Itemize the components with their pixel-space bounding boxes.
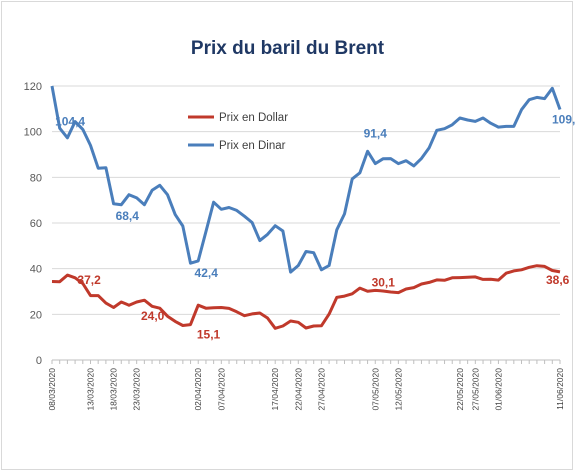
x-tick-label: 22/05/2020	[455, 368, 465, 411]
chart-title: Prix du baril du Brent	[190, 38, 385, 59]
x-tick-label: 01/06/2020	[493, 368, 503, 411]
x-tick-label: 08/03/2020	[47, 368, 57, 411]
legend-label: Prix en Dollar	[219, 112, 288, 124]
series-line	[50, 85, 562, 274]
y-tick-label: 80	[30, 172, 42, 184]
legend-label: Prix en Dinar	[219, 140, 286, 152]
y-tick-label: 0	[36, 355, 42, 367]
gridlines	[52, 85, 560, 361]
y-axis-ticks: 0 20 40 60 80 100 120	[24, 81, 42, 367]
x-tick-label: 02/04/2020	[193, 368, 203, 411]
data-label: 24,0	[141, 309, 165, 323]
y-tick-label: 100	[24, 127, 42, 139]
x-tick-label: 17/04/2020	[270, 368, 280, 411]
x-tick-label: 12/05/2020	[393, 368, 403, 411]
data-label: 104,4	[55, 115, 85, 129]
x-tick-label: 13/03/2020	[85, 368, 95, 411]
data-label: 37,2	[77, 273, 101, 287]
x-tick-label: 11/06/2020	[555, 368, 565, 410]
data-label: 109,7	[552, 113, 575, 127]
data-label: 42,4	[195, 266, 219, 280]
data-label: 30,1	[372, 275, 396, 289]
x-axis-ticks: 08/03/2020 13/03/2020 18/03/2020 23/03/2020…	[47, 360, 565, 411]
y-tick-label: 120	[24, 81, 42, 93]
x-tick-label: 23/03/2020	[132, 368, 142, 411]
series-line	[51, 264, 561, 330]
data-label: 38,6	[546, 273, 570, 287]
data-label: 15,1	[197, 328, 221, 342]
x-tick-label: 27/05/2020	[470, 368, 480, 411]
x-tick-label: 22/04/2020	[293, 368, 303, 411]
legend: Prix en Dollar Prix en Dinar	[188, 112, 288, 152]
x-tick-label: 27/04/2020	[316, 368, 326, 411]
data-labels: 37,2 24,0 15,1 30,1 38,6 104,4 68,4 42,4 91,4 109…	[55, 113, 575, 342]
data-label: 68,4	[116, 209, 140, 223]
x-tick-label: 07/04/2020	[216, 368, 226, 411]
data-label: 91,4	[364, 126, 388, 140]
series-lines	[50, 85, 562, 330]
y-tick-label: 60	[30, 218, 42, 230]
y-tick-label: 40	[30, 264, 42, 276]
x-tick-label: 18/03/2020	[109, 368, 119, 411]
y-tick-label: 20	[30, 309, 42, 321]
x-tick-label: 07/05/2020	[370, 368, 380, 411]
